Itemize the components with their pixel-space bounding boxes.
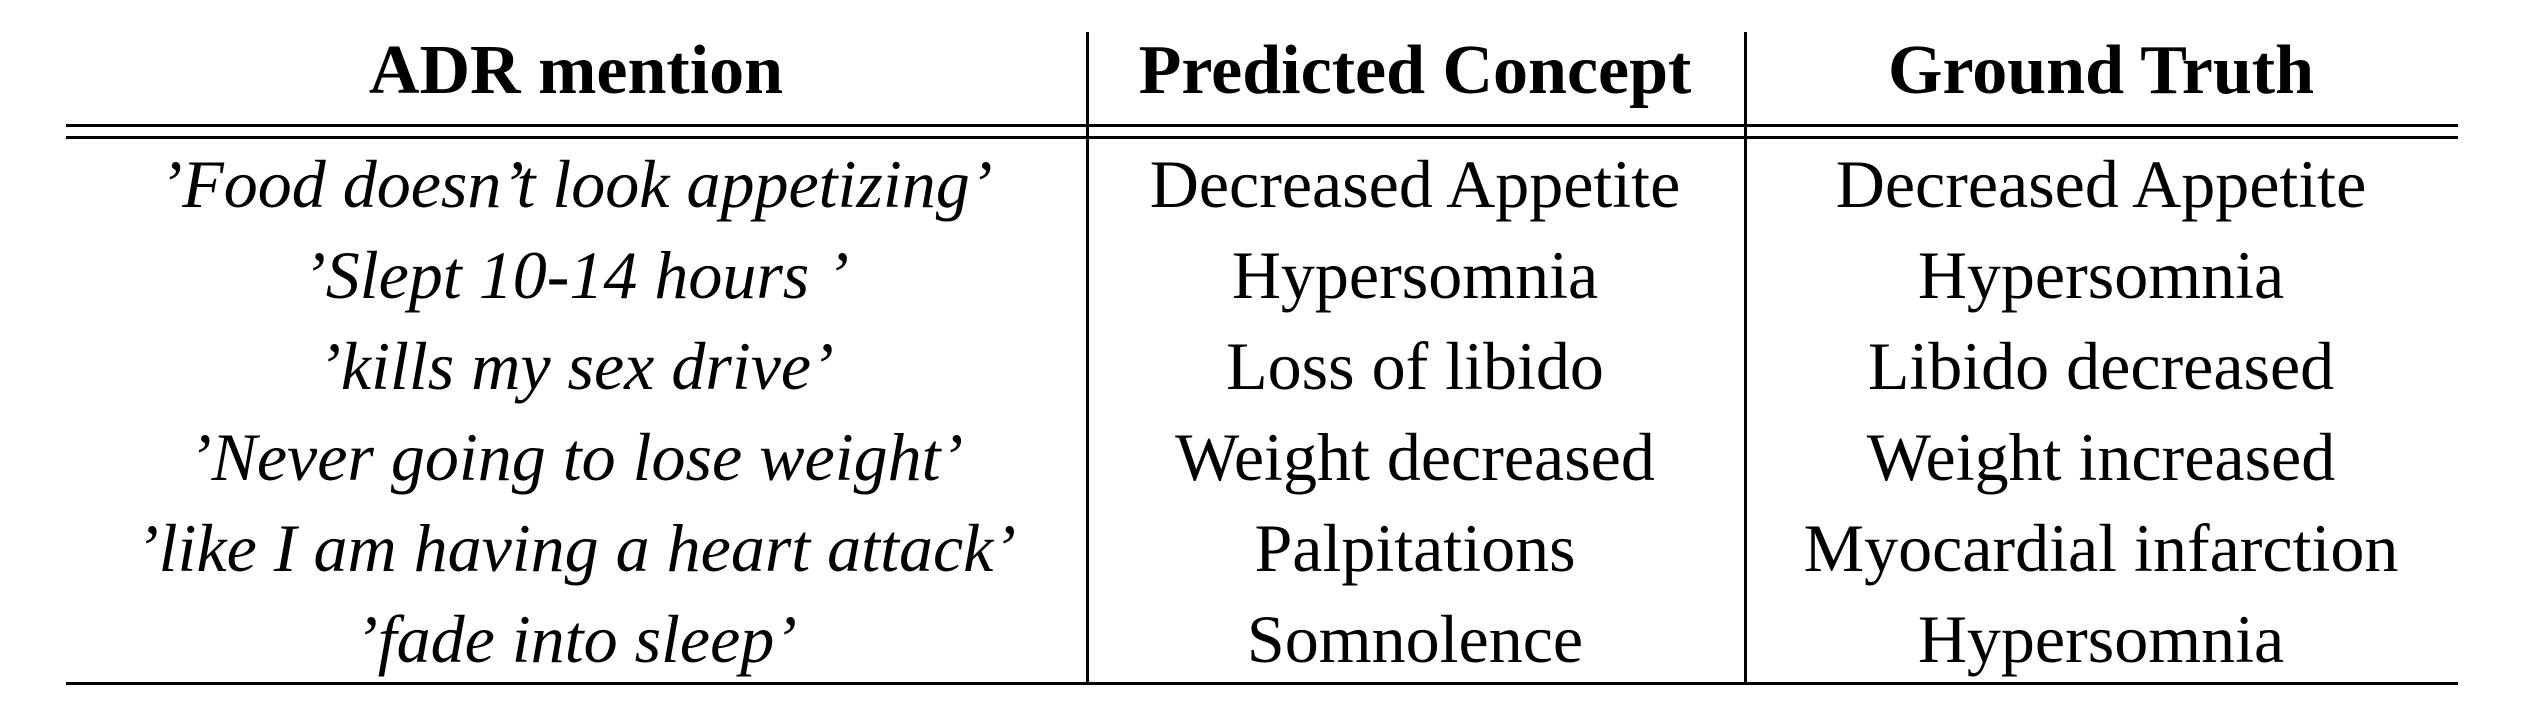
table-row-2-predicted-concept: Hypersomnia [1231, 237, 1599, 313]
table-row-5-adr-mention: ’like I am having a heart attack’ [136, 510, 1016, 586]
table-row-3-predicted-concept: Loss of libido [1226, 328, 1604, 404]
table-row-3-adr-mention: ’kills my sex drive’ [318, 328, 834, 404]
table-bottom-rule [66, 682, 2458, 685]
table-row-5-predicted-concept: Palpitations [1254, 510, 1576, 586]
column-divider-1 [1086, 32, 1089, 682]
table-row-4-ground-truth: Weight increased [1866, 419, 2336, 495]
header-ground-truth: Ground Truth [1887, 32, 2315, 109]
table-row-6-ground-truth: Hypersomnia [1917, 601, 2285, 677]
table-row-3-ground-truth: Libido decreased [1867, 328, 2335, 404]
table-row-1-ground-truth: Decreased Appetite [1835, 146, 2367, 222]
header-rule-top [66, 124, 2458, 127]
table-row-4-adr-mention: ’Never going to lose weight’ [188, 419, 964, 495]
header-rule-bottom [66, 136, 2458, 139]
table-row-4-predicted-concept: Weight decreased [1175, 419, 1655, 495]
table-row-2-adr-mention: ’Slept 10-14 hours ’ [303, 237, 849, 313]
table-row-5-ground-truth: Myocardial infarction [1803, 510, 2399, 586]
column-divider-2 [1744, 32, 1747, 682]
header-adr-mention: ADR mention [368, 32, 784, 109]
header-predicted-concept: Predicted Concept [1138, 32, 1692, 109]
table-row-1-predicted-concept: Decreased Appetite [1149, 146, 1681, 222]
table-row-6-adr-mention: ’fade into sleep’ [355, 601, 797, 677]
table-row-1-adr-mention: ’Food doesn’t look appetizing’ [159, 146, 993, 222]
table-row-2-ground-truth: Hypersomnia [1917, 237, 2285, 313]
table-row-6-predicted-concept: Somnolence [1246, 601, 1584, 677]
